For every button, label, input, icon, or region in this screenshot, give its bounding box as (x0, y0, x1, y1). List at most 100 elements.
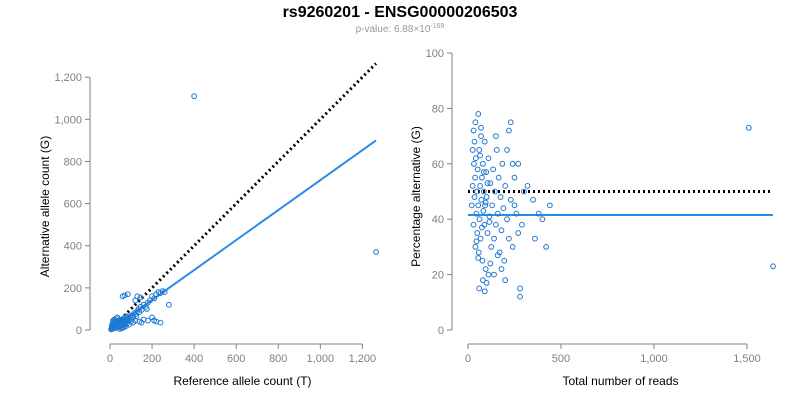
data-point (502, 183, 509, 189)
data-point (472, 119, 479, 126)
data-point (373, 249, 379, 255)
data-point (114, 314, 121, 321)
data-point (482, 266, 489, 272)
data-point (476, 147, 483, 153)
data-point (539, 216, 546, 223)
y-tick-label: 0 (438, 325, 444, 337)
data-point (478, 196, 485, 203)
data-point (483, 280, 490, 286)
data-point (157, 319, 164, 326)
data-point (161, 289, 168, 295)
data-point (477, 183, 483, 189)
data-point (122, 323, 129, 330)
data-point (517, 293, 523, 300)
data-point (472, 244, 479, 250)
data-point (498, 266, 505, 272)
data-point (494, 210, 501, 217)
y-tick-label: 20 (432, 270, 444, 282)
data-point (511, 202, 518, 209)
data-point (546, 202, 553, 209)
data-point (137, 294, 144, 301)
data-point (487, 260, 494, 267)
data-point (483, 194, 490, 200)
data-point (470, 127, 477, 134)
data-point (486, 219, 493, 225)
x-tick-label: 0 (107, 353, 113, 365)
data-point (532, 235, 538, 242)
fit-line (109, 139, 377, 331)
data-point (499, 160, 506, 167)
data-point (484, 230, 491, 236)
data-point (515, 230, 522, 236)
data-point (471, 160, 477, 167)
data-point (479, 160, 486, 167)
data-point (530, 196, 536, 203)
data-point (473, 238, 480, 245)
data-point (138, 307, 145, 313)
x-tick-label: 1,500 (733, 353, 761, 365)
data-point (770, 263, 776, 270)
data-point (480, 169, 487, 176)
data-point (491, 271, 497, 278)
data-point (543, 244, 550, 250)
data-point (520, 188, 527, 195)
data-point (121, 292, 128, 299)
data-point (484, 180, 491, 187)
data-point (479, 257, 486, 264)
data-point (134, 293, 141, 300)
data-point (476, 216, 483, 223)
y-tick-label: 80 (432, 103, 444, 115)
data-point (494, 252, 501, 259)
data-point (471, 138, 478, 145)
chart-title: rs9260201 - ENSG00000206503 (282, 4, 518, 21)
data-point (470, 221, 477, 228)
y-tick-label: 200 (64, 283, 82, 295)
data-point (509, 160, 516, 167)
x-tick-label: 800 (269, 353, 287, 365)
data-point (506, 235, 512, 242)
data-point (485, 155, 492, 162)
data-point (504, 147, 510, 153)
pvalue-text: p-value: 6.88×10 (355, 24, 431, 35)
data-point (502, 277, 509, 284)
data-point (482, 199, 489, 206)
y-tick-label: 0 (76, 325, 82, 337)
y-tick-label: 600 (64, 199, 82, 211)
chart-subtitle: p-value: 6.88×10-169 (0, 23, 800, 35)
x-tick-label: 1,000 (640, 353, 668, 365)
data-point (509, 244, 516, 250)
data-point (472, 155, 479, 162)
data-point (475, 249, 482, 256)
x-tick-label: 1,000 (307, 353, 335, 365)
data-point (124, 291, 131, 298)
data-point (165, 301, 172, 308)
data-point (490, 166, 497, 173)
data-point (191, 93, 198, 100)
data-point (474, 230, 481, 236)
data-point (501, 257, 508, 264)
data-point (143, 306, 150, 312)
data-point (517, 285, 523, 292)
x-tick-label: 600 (227, 353, 245, 365)
data-point (513, 210, 520, 217)
pvalue-exponent: -169 (430, 23, 445, 30)
data-point (745, 124, 752, 131)
y-tick-label: 1,000 (54, 114, 82, 126)
data-point (478, 133, 484, 140)
x-tick-label: 500 (552, 353, 570, 365)
data-point (471, 194, 478, 200)
data-point (144, 317, 151, 324)
data-point (507, 119, 514, 126)
data-point (108, 322, 115, 329)
data-point (477, 152, 483, 159)
data-point (511, 174, 518, 181)
y-axis-label: Percentage alternative (G) (409, 126, 423, 267)
data-point (479, 174, 485, 181)
data-point (480, 188, 487, 195)
data-point (492, 133, 499, 140)
data-point (472, 174, 478, 181)
right-panel: 0 500 1,000 1,500 0 20 40 60 80 100 Total number o… (409, 48, 776, 388)
y-tick-label: 60 (432, 159, 444, 171)
